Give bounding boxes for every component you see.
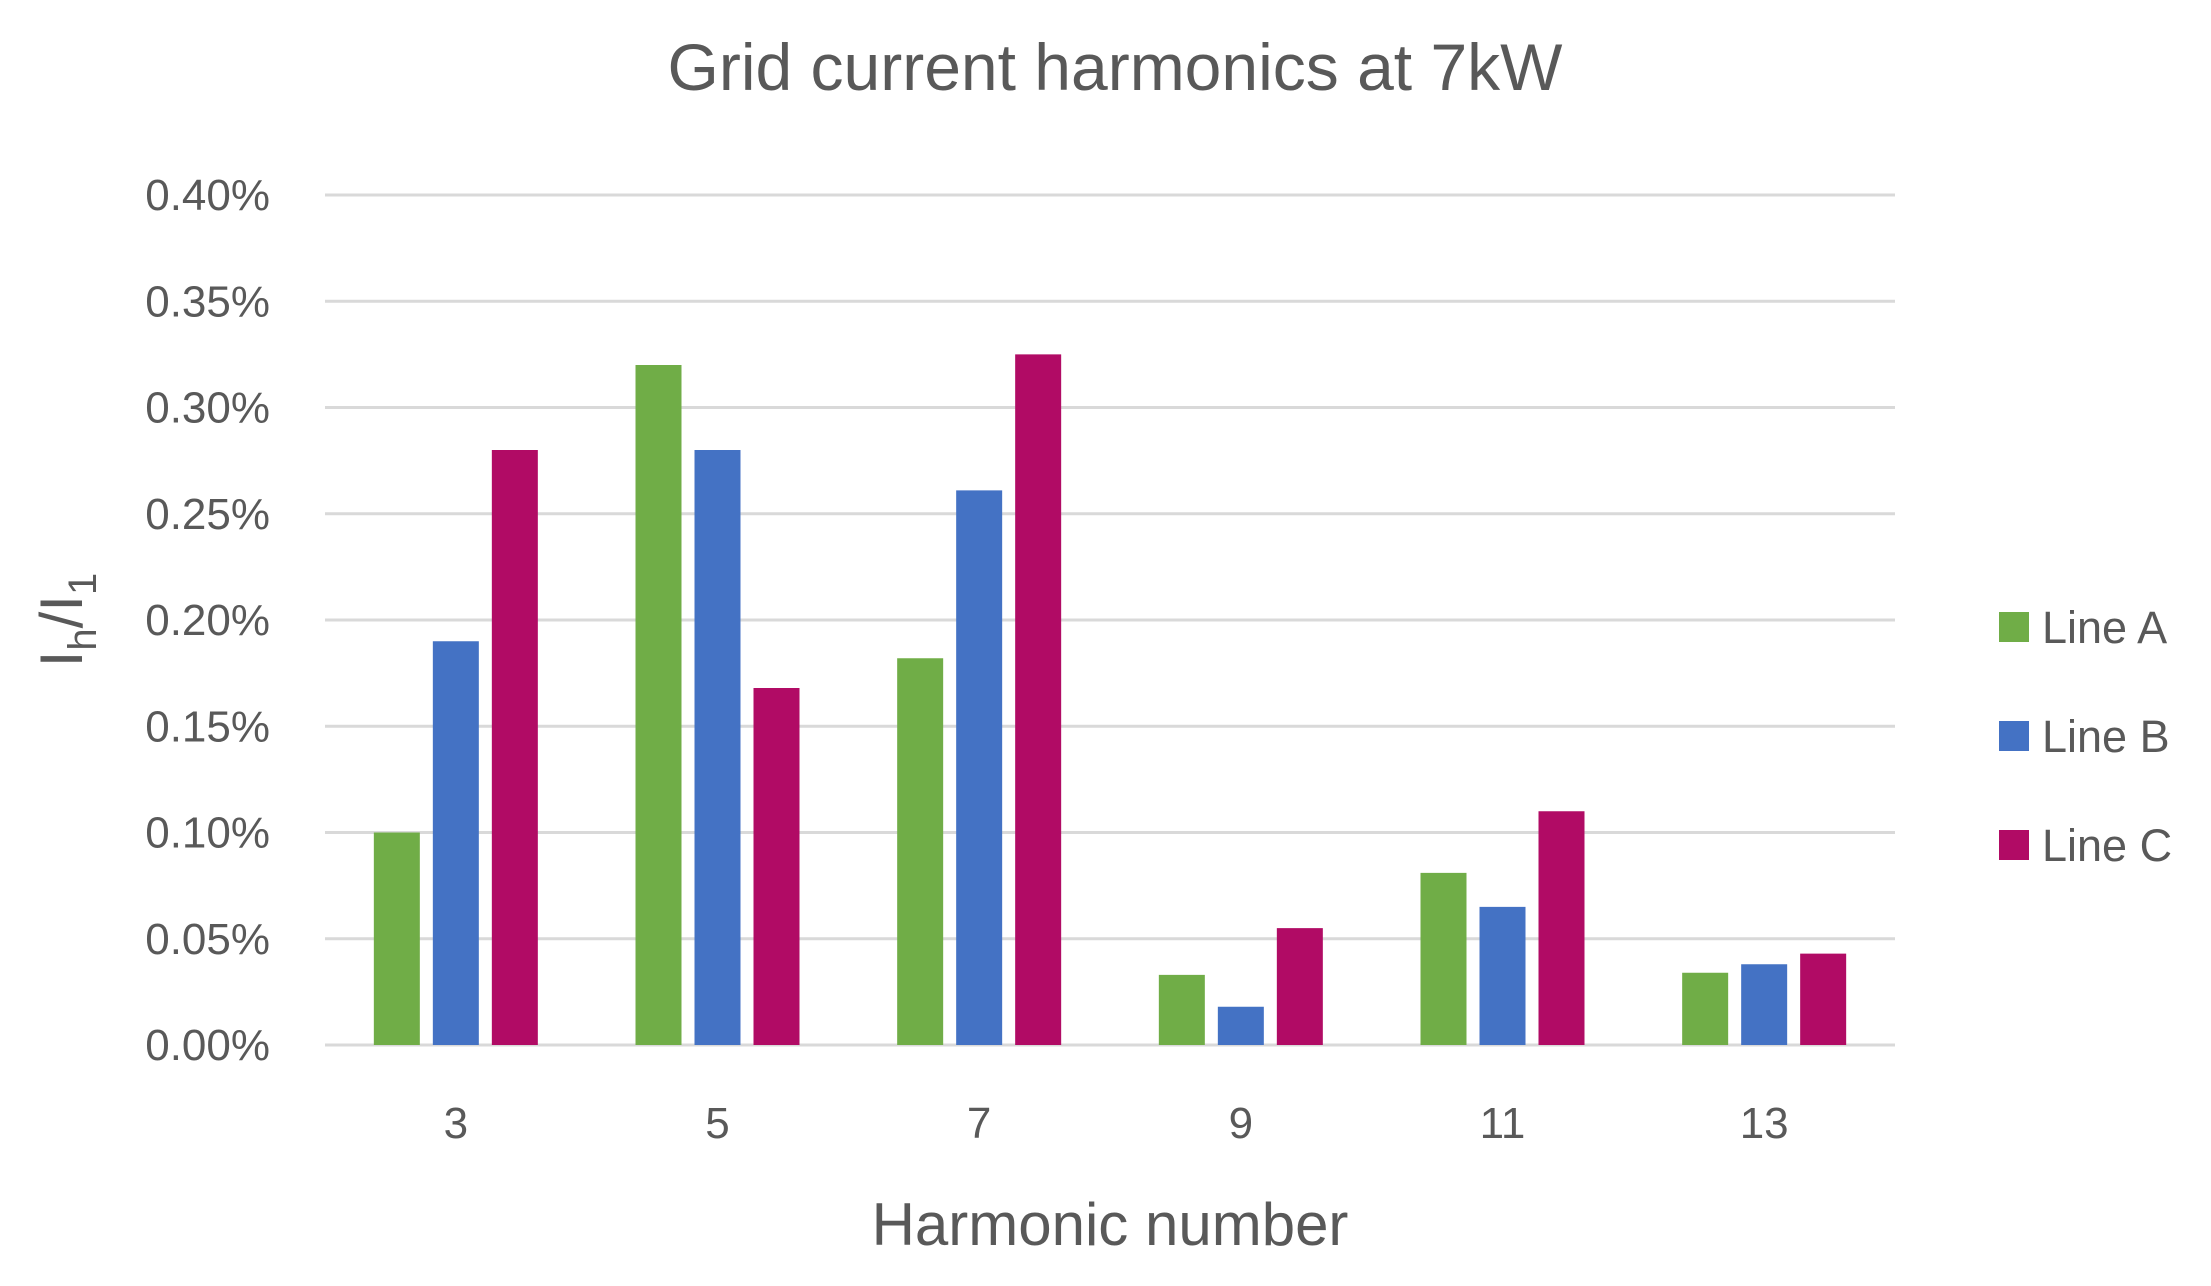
x-tick-label: 11: [1480, 1099, 1526, 1148]
bar-line-b-h13: [1741, 964, 1788, 1045]
legend-swatch: [1999, 612, 2029, 642]
y-tick-label: 0.05%: [145, 915, 270, 964]
legend-swatch: [1999, 721, 2029, 751]
legend-label: Line C: [2042, 820, 2172, 871]
y-axis-ticks: 0.00% 0.05% 0.10% 0.15% 0.20% 0.25% 0.30% 0.35%…: [145, 171, 270, 1070]
y-tick-label: 0.00%: [145, 1021, 270, 1070]
x-tick-label: 3: [444, 1099, 468, 1148]
bar-line-a-h7: [897, 658, 944, 1045]
bar-line-c-h13: [1800, 953, 1847, 1045]
bar-line-a-h3: [373, 832, 420, 1045]
x-axis-title: Harmonic number: [872, 1191, 1349, 1258]
y-axis-title-sub-h: h: [61, 628, 105, 650]
bar-line-b-h9: [1217, 1006, 1264, 1045]
bar-line-a-h11: [1420, 872, 1467, 1045]
x-tick-label: 13: [1740, 1099, 1789, 1148]
bar-line-a-h5: [635, 365, 682, 1045]
bar-line-b-h3: [432, 641, 479, 1045]
y-tick-label: 0.25%: [145, 490, 270, 539]
bar-line-b-h11: [1479, 906, 1526, 1045]
x-tick-label: 9: [1229, 1099, 1253, 1148]
gridlines: [325, 193, 1895, 1047]
bar-line-c-h9: [1276, 928, 1323, 1045]
y-axis-title: Ih/I1: [28, 573, 105, 668]
legend-label: Line A: [2042, 602, 2167, 653]
y-tick-label: 0.10%: [145, 809, 270, 858]
chart-title: Grid current harmonics at 7kW: [668, 30, 1564, 104]
x-tick-label: 5: [705, 1099, 729, 1148]
y-tick-label: 0.20%: [145, 596, 270, 645]
legend-item: Line C: [1999, 820, 2172, 871]
y-tick-label: 0.40%: [145, 171, 270, 220]
legend-swatch: [1999, 830, 2029, 860]
legend-item: Line A: [1999, 602, 2167, 653]
bar-line-c-h3: [491, 450, 538, 1045]
bar-line-a-h13: [1682, 972, 1729, 1045]
legend-item: Line B: [1999, 711, 2170, 762]
y-tick-label: 0.30%: [145, 384, 270, 433]
y-tick-label: 0.15%: [145, 702, 270, 751]
y-axis-title-sub-1: 1: [61, 573, 105, 595]
bars: [373, 354, 1847, 1045]
x-axis-ticks: 3 5 7 9 11 13: [444, 1099, 1789, 1148]
bar-line-b-h7: [956, 490, 1003, 1045]
legend: Line A Line B Line C: [1999, 602, 2172, 871]
x-tick-label: 7: [967, 1099, 991, 1148]
y-tick-label: 0.35%: [145, 277, 270, 326]
y-axis-title-base: I: [28, 651, 95, 668]
y-axis-title-sep: /I: [28, 595, 95, 628]
bar-line-c-h5: [753, 688, 800, 1045]
legend-label: Line B: [2042, 711, 2170, 762]
bar-line-c-h7: [1015, 354, 1062, 1045]
bar-line-b-h5: [694, 450, 741, 1045]
bar-line-c-h11: [1538, 811, 1585, 1045]
bar-line-a-h9: [1158, 974, 1205, 1045]
